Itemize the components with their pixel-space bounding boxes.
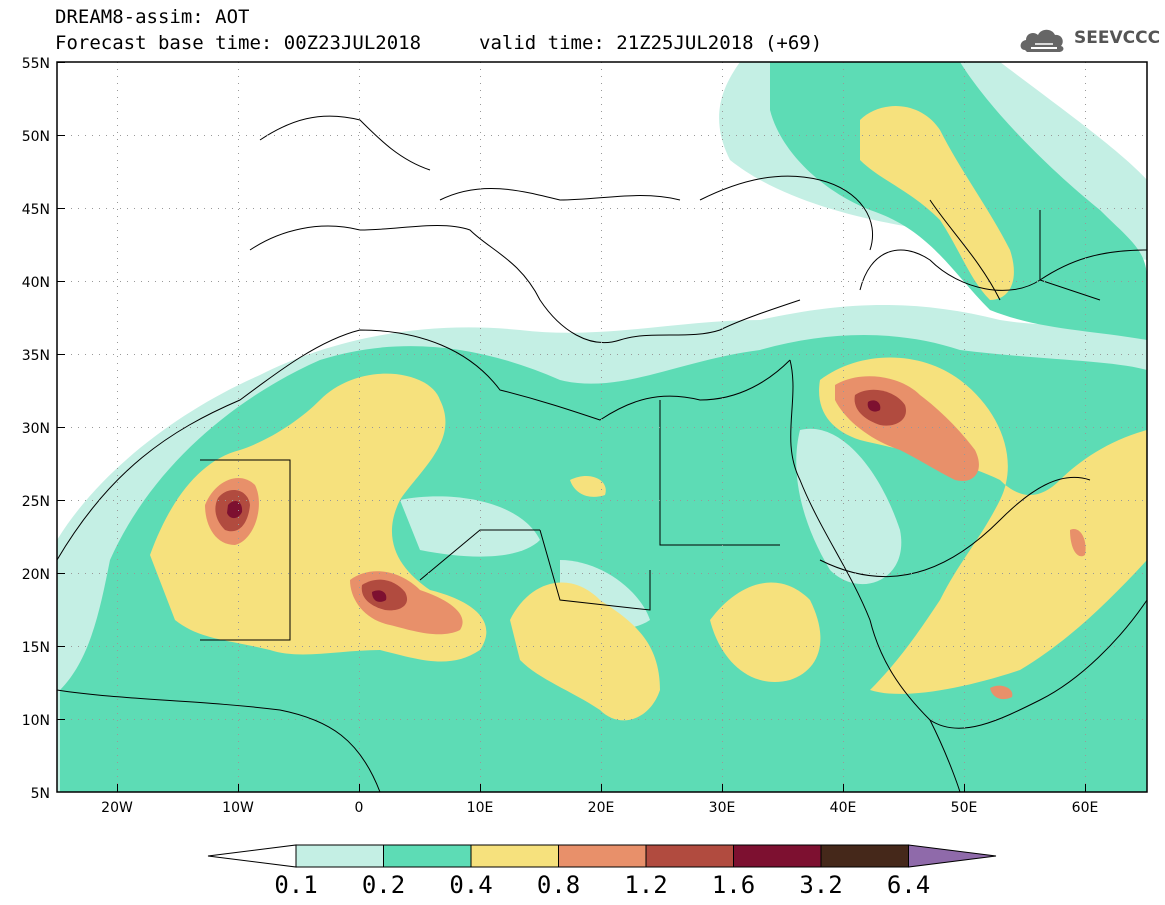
lon-label: 20W xyxy=(101,800,133,816)
colorbar-label: 0.8 xyxy=(537,871,580,899)
lon-label: 20E xyxy=(588,800,615,816)
colorbar-label: 1.6 xyxy=(712,871,755,899)
lat-label: 45N xyxy=(22,202,50,218)
colorbar-segment xyxy=(470,844,559,868)
colorbar-low-arrow xyxy=(207,844,297,868)
lat-label: 10N xyxy=(22,713,50,729)
colorbar-segment xyxy=(733,844,822,868)
cloud-icon xyxy=(1020,29,1064,52)
colorbar-label: 0.4 xyxy=(449,871,492,899)
colorbar-segment xyxy=(820,844,909,868)
axis-ticks xyxy=(57,62,1086,792)
colorbar: 0.1 0.2 0.4 0.8 1.2 1.6 3.2 6.4 xyxy=(207,844,997,899)
colorbar-segment xyxy=(295,844,384,868)
forecast-base-time: Forecast base time: 00Z23JUL2018 xyxy=(55,32,422,54)
colorbar-label: 3.2 xyxy=(799,871,842,899)
colorbar-segment xyxy=(645,844,734,868)
latitude-labels: 55N 50N 45N 40N 35N 30N 25N 20N 15N 10N … xyxy=(22,56,50,802)
lon-label: 30E xyxy=(709,800,736,816)
colorbar-label: 6.4 xyxy=(887,871,930,899)
longitude-labels: 20W 10W 0 10E 20E 30E 40E 50E 60E xyxy=(101,800,1098,816)
lon-label: 10W xyxy=(222,800,254,816)
lat-label: 50N xyxy=(22,129,50,145)
graticule xyxy=(57,62,1147,792)
lat-label: 5N xyxy=(31,786,50,802)
lon-label: 60E xyxy=(1072,800,1099,816)
lat-label: 15N xyxy=(22,640,50,656)
colorbar-label: 0.2 xyxy=(362,871,405,899)
colorbar-label: 0.1 xyxy=(274,871,317,899)
colorbar-segment xyxy=(558,844,647,868)
lat-label: 35N xyxy=(22,348,50,364)
lon-label: 50E xyxy=(951,800,978,816)
aot-contours xyxy=(57,62,1147,792)
coastlines xyxy=(57,115,1147,792)
lat-label: 25N xyxy=(22,494,50,510)
lat-label: 30N xyxy=(22,421,50,437)
logo-text: SEEVCCC xyxy=(1074,28,1161,48)
lon-label: 40E xyxy=(830,800,857,816)
lon-label: 0 xyxy=(355,800,364,816)
valid-time: valid time: 21Z25JUL2018 (+69) xyxy=(479,32,823,54)
lat-label: 55N xyxy=(22,56,50,72)
lat-label: 20N xyxy=(22,567,50,583)
lat-label: 40N xyxy=(22,275,50,291)
colorbar-segment xyxy=(383,844,472,868)
colorbar-label: 1.2 xyxy=(624,871,667,899)
map-title: DREAM8-assim: AOT xyxy=(55,6,250,28)
colorbar-high-arrow xyxy=(908,844,997,868)
lon-label: 10E xyxy=(467,800,494,816)
